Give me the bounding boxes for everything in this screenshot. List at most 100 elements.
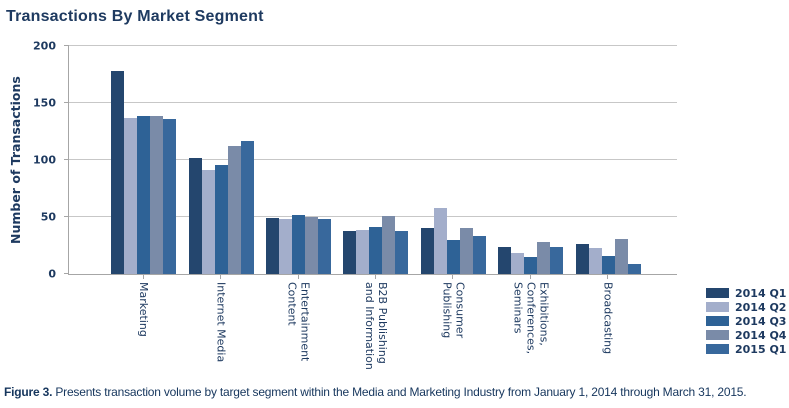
bar-2014-q3 [137,115,151,274]
y-axis-title: Number of Transactions [8,76,23,244]
chart-title: Transactions By Market Segment [6,8,264,25]
bar-2015-q1 [240,140,254,274]
legend-swatch [706,344,729,354]
bar-2014-q2 [511,253,525,274]
x-category-label: Internet Media [214,282,228,363]
bar-2014-q3 [214,164,228,274]
bar-2014-q3 [446,239,460,274]
bar-group [415,46,492,274]
bar-2014-q1 [420,228,434,274]
y-tick-mark-0 [64,273,69,274]
bar-2014-q1 [111,71,125,274]
legend-swatch [706,288,729,298]
bar-2015-q1 [395,230,409,274]
figure-caption-label: Figure 3. [4,385,53,399]
y-tick-mark-150 [64,102,69,103]
bar-2015-q1 [163,118,177,274]
y-tick-mark-50 [64,216,69,217]
bar-2014-q4 [150,115,164,274]
x-tick-mark [452,275,454,279]
y-tick-label-200: 200 [33,39,56,53]
y-tick-label-150: 150 [33,96,56,110]
y-axis-tick-labels: 0 50 100 150 200 [22,40,62,281]
bar-2014-q4 [614,238,628,274]
bar-2014-q3 [369,227,383,274]
bar-2014-q4 [459,228,473,274]
bar-2014-q2 [124,117,138,274]
plot-area [64,45,677,275]
x-category-label: Broadcasting [601,282,615,355]
x-label-cell: Broadcasting [569,275,646,370]
bar-2014-q4 [382,215,396,274]
bar-2014-q3 [524,256,538,274]
y-tick-mark-100 [64,159,69,160]
x-category-label: Marketing [137,282,151,337]
gridline-150 [69,102,677,103]
x-tick-mark [374,275,376,279]
bar-group [570,46,647,274]
y-tick-label-100: 100 [33,153,56,167]
x-category-label: B2B Publishing and Information [362,282,389,370]
bar-2014-q1 [343,230,357,274]
bar-2014-q4 [227,146,241,274]
legend-item: 2014 Q2 [706,300,786,314]
bar-group [260,46,337,274]
x-tick-mark [142,275,144,279]
x-tick-mark [607,275,609,279]
bar-2014-q2 [201,170,215,274]
gridline-50 [69,216,677,217]
figure-caption: Figure 3. Presents transaction volume by… [4,385,786,399]
bar-2014-q3 [292,214,306,274]
legend-swatch [706,316,729,326]
legend-item: 2014 Q1 [706,286,786,300]
x-category-label: Exhibitions, Conferences, Seminars [511,282,551,355]
bar-groups [69,46,677,274]
y-tick-label-0: 0 [48,267,56,281]
x-label-cell: Entertainment Content [259,275,336,370]
bar-2015-q1 [550,246,564,274]
x-tick-mark [297,275,299,279]
x-label-cell: Consumer Publishing [414,275,491,370]
bar-group [492,46,569,274]
legend-label: 2014 Q2 [735,300,787,314]
legend-swatch [706,330,729,340]
bar-2015-q1 [318,219,332,274]
bar-2014-q2 [356,229,370,274]
bar-2014-q4 [305,217,319,274]
x-category-label: Entertainment Content [285,282,312,362]
legend-item: 2015 Q1 [706,342,786,356]
bar-2014-q1 [575,244,589,274]
legend-label: 2014 Q1 [735,286,787,300]
gridline-200 [69,45,677,46]
x-tick-mark [220,275,222,279]
bar-2014-q1 [266,218,280,274]
bar-2015-q1 [627,263,641,274]
x-tick-mark [529,275,531,279]
legend-label: 2014 Q3 [735,314,787,328]
x-label-cell: Marketing [104,275,181,370]
y-tick-mark-200 [64,45,69,46]
bar-group [105,46,182,274]
legend-item: 2014 Q4 [706,328,786,342]
bar-2014-q1 [188,157,202,274]
bar-2014-q4 [537,242,551,274]
bar-2015-q1 [472,236,486,274]
legend: 2014 Q1 2014 Q2 2014 Q3 2014 Q4 2015 Q1 [706,286,786,356]
bar-2014-q2 [433,207,447,274]
bar-2014-q2 [588,247,602,274]
bar-2014-q2 [279,219,293,274]
bar-group [337,46,414,274]
y-tick-label-50: 50 [40,210,56,224]
figure-caption-text: Presents transaction volume by target se… [52,385,747,399]
legend-swatch [706,302,729,312]
x-category-label: Consumer Publishing [440,282,467,339]
x-label-cell: B2B Publishing and Information [336,275,413,370]
bar-2014-q1 [498,246,512,274]
bar-group [182,46,259,274]
gridline-100 [69,159,677,160]
legend-label: 2015 Q1 [735,342,787,356]
bar-2014-q3 [601,255,615,274]
x-axis-labels: Marketing Internet Media Entertainment Con… [68,275,676,370]
x-label-cell: Internet Media [181,275,258,370]
legend-item: 2014 Q3 [706,314,786,328]
